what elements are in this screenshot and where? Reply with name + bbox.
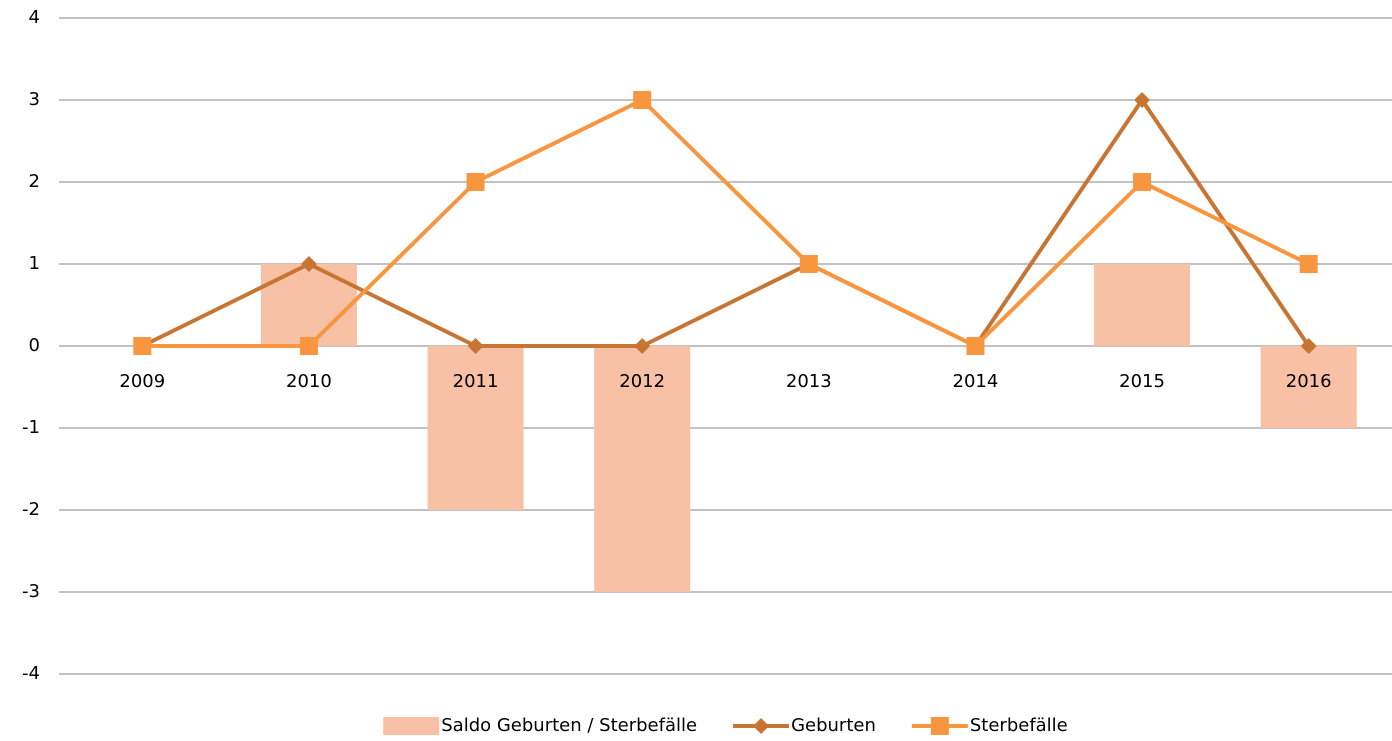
bar (260, 264, 357, 346)
bar (1260, 346, 1357, 428)
x-tick-label: 2009 (119, 371, 165, 392)
marker (1134, 92, 1151, 108)
marker (133, 337, 152, 355)
marker (1299, 255, 1318, 273)
x-tick-label: 2016 (1286, 371, 1332, 392)
legend-label: Sterbefälle (970, 715, 1068, 736)
x-tick-label: 2015 (1119, 371, 1165, 392)
marker (1300, 338, 1317, 354)
line (141, 98, 1311, 348)
marker (799, 255, 818, 273)
x-tick-label: 2012 (619, 371, 665, 392)
y-tick-label: 2 (29, 171, 40, 192)
marker (1133, 173, 1152, 191)
y-tick-label: -1 (22, 417, 40, 438)
bar (427, 346, 524, 510)
marker (299, 337, 318, 355)
legend-label: Saldo Geburten / Sterbefälle (441, 715, 697, 736)
y-tick-label: 0 (29, 335, 40, 356)
x-tick-label: 2014 (953, 371, 999, 392)
y-tick-label: -2 (22, 499, 40, 520)
x-tick-label: 2011 (453, 371, 499, 392)
x-tick-label: 2010 (286, 371, 332, 392)
marker (633, 91, 652, 109)
marker (634, 338, 651, 354)
line (142, 98, 1310, 348)
y-tick-label: -4 (22, 663, 40, 684)
legend-marker (930, 717, 949, 735)
marker (300, 256, 317, 272)
y-tick-label: 3 (29, 89, 40, 110)
bar (1094, 264, 1191, 346)
legend-marker (753, 718, 770, 734)
legend-label: Geburten (791, 715, 876, 736)
y-tick-label: 1 (29, 253, 40, 274)
y-tick-label: -3 (22, 581, 40, 602)
marker (467, 338, 484, 354)
legend: Saldo Geburten / Sterbefälle Geburten Ster… (383, 715, 1068, 736)
x-tick-label: 2013 (786, 371, 832, 392)
bar (594, 346, 691, 592)
marker (966, 337, 985, 355)
marker (466, 173, 485, 191)
y-tick-label: 4 (29, 7, 40, 28)
legend-swatch (383, 717, 440, 735)
